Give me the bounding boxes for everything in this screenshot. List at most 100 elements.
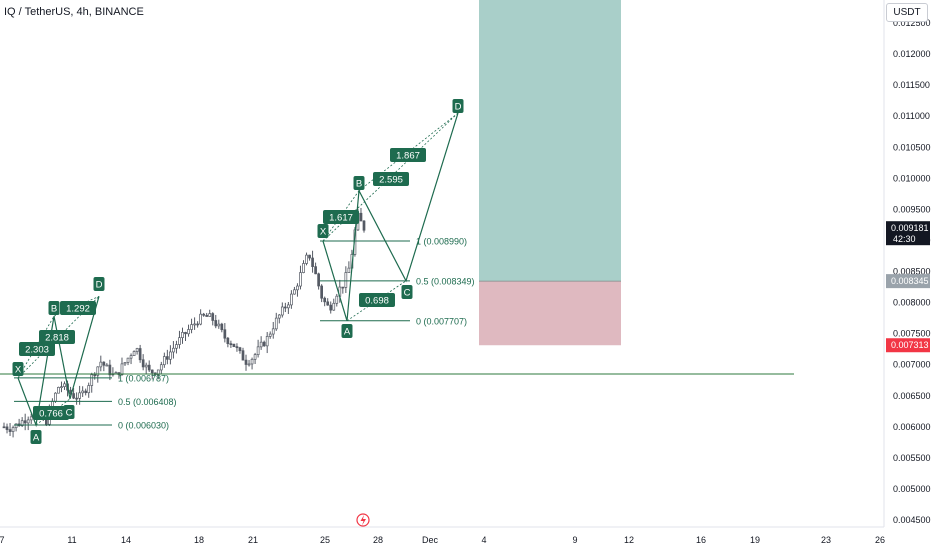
candle-body (144, 364, 148, 368)
candle-body (72, 393, 75, 399)
price-tick-label: 0.007500 (893, 329, 931, 339)
candle-body (265, 336, 269, 347)
candle-body (280, 306, 284, 316)
pattern-point-marker (30, 430, 42, 444)
ratio-label-box (323, 210, 359, 224)
price-tick-label: 0.011000 (893, 111, 930, 121)
ratio-label-box (390, 148, 426, 162)
pattern-point-label: C (66, 408, 73, 419)
price-tick-label: 0.006500 (893, 391, 931, 401)
price-axis-bg (884, 0, 932, 527)
candle-body (184, 332, 187, 335)
price-tick-label: 0.010500 (893, 142, 931, 152)
candle-body (138, 348, 142, 361)
time-tick-label: 11 (67, 535, 76, 545)
candle-body (262, 341, 266, 347)
time-tick-label: 25 (320, 535, 330, 545)
candle-body (244, 359, 248, 365)
candle-body (26, 419, 30, 424)
candle-body (196, 323, 199, 326)
candle-body (296, 285, 299, 291)
candle-body (302, 263, 305, 273)
time-tick-label: 14 (121, 535, 131, 545)
price-tick-label: 0.011500 (893, 80, 930, 90)
ratio-label: 2.595 (379, 175, 403, 186)
candle-body (238, 347, 242, 352)
pattern-point-label: B (356, 179, 362, 190)
candle-body (178, 337, 181, 345)
loss-zone (479, 281, 621, 346)
price-tick-label: 0.004500 (893, 515, 931, 525)
candle-body (320, 285, 323, 299)
candle-body (81, 390, 85, 394)
candle-body (14, 423, 18, 429)
candle-body (141, 359, 145, 368)
time-tick-label: 4 (481, 535, 486, 545)
ratio-label: 1.867 (396, 151, 420, 162)
price-tick-label: 0.007000 (893, 360, 931, 370)
candle-body (5, 426, 9, 430)
ratio-label-box (39, 330, 75, 344)
candle-body (120, 363, 124, 376)
candle-body (108, 364, 112, 376)
candle-body (150, 369, 154, 374)
candle-body (159, 364, 163, 371)
price-tick-label: 0.006000 (893, 422, 931, 432)
pattern-point-marker (93, 277, 105, 291)
pattern-point-label: D (455, 102, 462, 113)
time-tick-label: 16 (696, 535, 706, 545)
price-tick-label: 0.008000 (893, 298, 931, 308)
candle-body (247, 363, 251, 366)
candle-body (323, 297, 327, 303)
candle-body (277, 314, 281, 319)
candle-body (84, 390, 88, 394)
entry-price-value: 0.008345 (891, 276, 929, 286)
pattern-point-marker (401, 285, 413, 299)
pattern-point-marker (341, 324, 353, 338)
candle-body (135, 348, 139, 352)
candle-body (156, 369, 160, 376)
candle-body (23, 420, 27, 424)
candle-body (223, 329, 227, 339)
pattern-point-marker (353, 176, 365, 190)
bar-countdown: 42:30 (893, 234, 916, 244)
currency-unit-button[interactable]: USDT (886, 3, 928, 22)
candle-body (75, 397, 78, 400)
ratio-label-box (60, 301, 96, 315)
candle-body (347, 267, 351, 273)
candle-body (78, 392, 81, 399)
harmonic-patterns: 1 (0.006787) 0.5 (0.006408) 0 (0.006030) 2.… (12, 99, 475, 444)
pattern-point-label: A (344, 327, 351, 338)
price-tick-label: 0.010000 (893, 173, 931, 183)
pattern-point-label: B (51, 304, 57, 315)
candle-body (274, 317, 278, 330)
pattern-point-label: C (404, 288, 411, 299)
candle-body (99, 361, 103, 368)
stop-price-value: 0.007313 (891, 340, 929, 350)
candle-body (332, 302, 336, 311)
fib-level-label: 1 (0.006787) (118, 373, 169, 383)
candle-body (123, 362, 127, 365)
price-tick-label: 0.005500 (893, 453, 931, 463)
ratio-label-box (359, 293, 395, 307)
candle-body (268, 333, 272, 337)
fib-level-label: 1 (0.008990) (416, 237, 467, 247)
candle-body (241, 350, 245, 361)
time-tick-label: 26 (875, 535, 885, 545)
pattern-point-label: X (320, 227, 327, 238)
time-tick-label: 9 (572, 535, 577, 545)
candle-body (220, 323, 224, 331)
pattern-point-label: A (33, 433, 40, 444)
pattern-point-marker (317, 224, 329, 238)
ratio-label: 2.303 (25, 345, 49, 356)
time-axis-bg (0, 527, 884, 550)
time-tick-label: 21 (248, 535, 258, 545)
candle-body (147, 364, 151, 371)
candle-body (102, 361, 106, 366)
candle-body (335, 295, 339, 304)
candle-body (271, 328, 275, 335)
price-tick-label: 0.008500 (893, 267, 931, 277)
candle-body (166, 356, 169, 360)
